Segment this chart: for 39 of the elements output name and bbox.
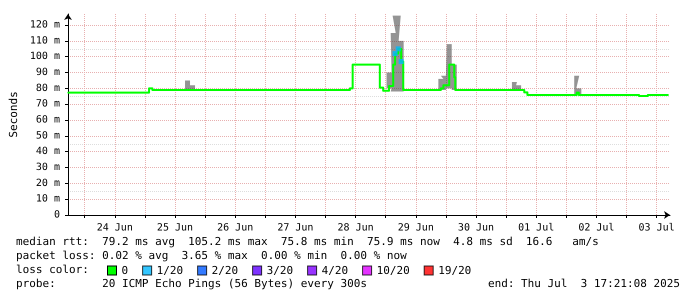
y-tick-label: 20 m xyxy=(36,178,60,189)
legend-label: 4/20 xyxy=(322,264,348,277)
text: end: Thu Jul 3 17:21:08 2025 xyxy=(488,277,680,290)
x-tick-label: 02 Jul xyxy=(578,222,614,234)
x-tick-label: 27 Jun xyxy=(277,222,314,234)
text: packet loss: 0.02 % avg 3.65 % max 0.00 % min 0.00 % now xyxy=(16,249,408,262)
x-tick-label: 01 Jul xyxy=(518,222,554,234)
legend-label: 10/20 xyxy=(376,264,410,277)
y-tick-label: 110 m xyxy=(30,35,60,46)
point xyxy=(398,58,404,64)
x-tick-label: 30 Jun xyxy=(458,222,494,234)
text: probe: 20 ICMP Echo Pings (56 Bytes) every 300s xyxy=(16,277,367,290)
y-tick-label: 120 m xyxy=(30,20,60,31)
legend-label: 19/20 xyxy=(438,264,472,277)
y-tick-label: 0 xyxy=(54,210,60,220)
y-tick-label: 100 m xyxy=(30,51,60,62)
x-tick-label: 29 Jun xyxy=(398,222,434,234)
y-tick-label: 90 m xyxy=(36,67,60,78)
legend-label: 3/20 xyxy=(266,264,294,277)
x-tick-label: 24 Jun xyxy=(96,222,133,234)
y-tick-label: 10 m xyxy=(36,194,60,205)
legend-label: 2/20 xyxy=(212,264,238,277)
point xyxy=(392,51,398,56)
y-tick-label: 60 m xyxy=(36,114,60,126)
x-tick-label: 03 Jul xyxy=(638,222,675,234)
legend-label: 0 xyxy=(122,264,128,277)
legend-label: 1/20 xyxy=(156,264,184,277)
text: median rtt: 79.2 ms avg 105.2 ms max 75.8 ms min 75.9 ms now 4.8 ms sd 16.6 am/s xyxy=(16,235,599,248)
y-tick-label: 50 m xyxy=(36,130,60,142)
y-tick-label: 80 m xyxy=(36,82,60,94)
y-axis-title: Seconds xyxy=(7,91,20,138)
legend-title: loss color: xyxy=(16,263,89,276)
y-tick-label: 40 m xyxy=(36,146,60,158)
x-tick-label: 26 Jun xyxy=(217,222,254,234)
x-tick-label: 25 Jun xyxy=(156,222,194,234)
y-tick-label: 30 m xyxy=(36,162,60,174)
y-tick-label: 70 m xyxy=(36,98,60,110)
x-tick-label: 28 Jun xyxy=(338,222,374,234)
point xyxy=(396,46,401,52)
